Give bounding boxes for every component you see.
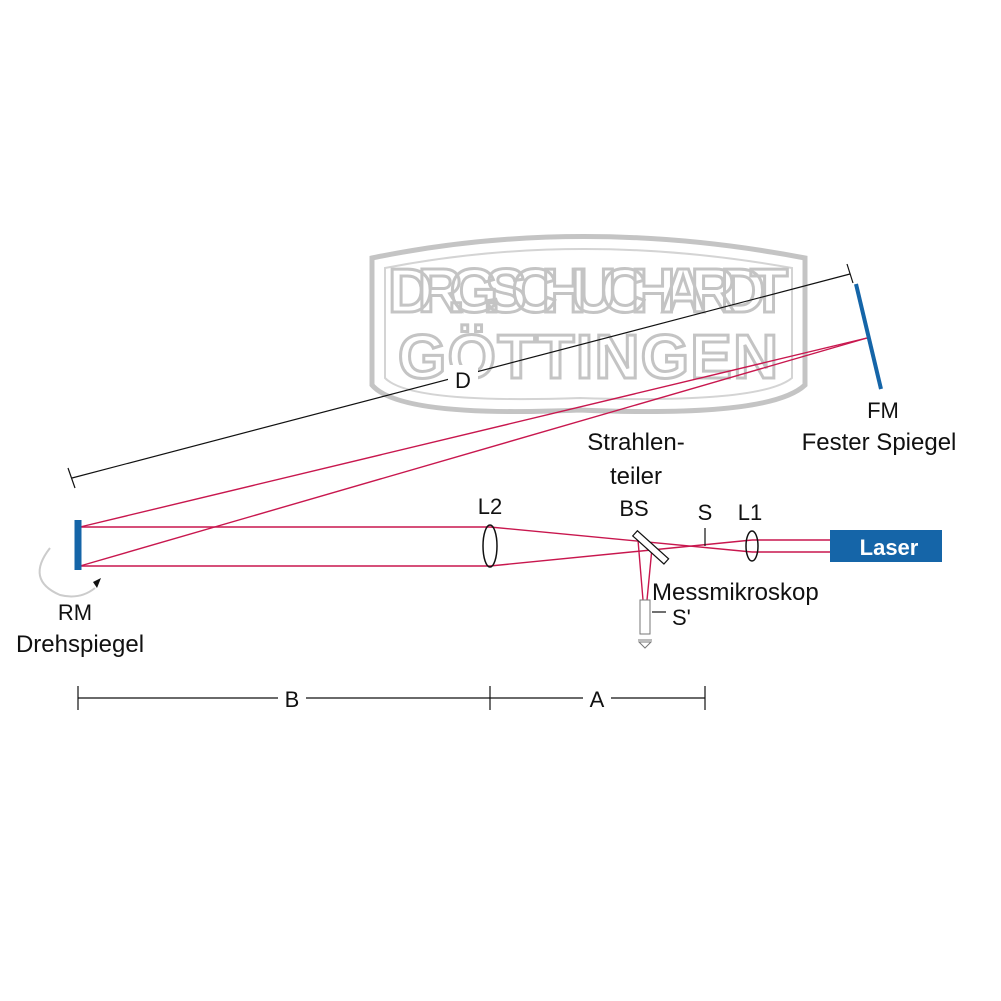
beam	[79, 337, 868, 567]
label-l1: L1	[738, 500, 762, 525]
beam	[79, 337, 868, 528]
label-bs-name-2: teiler	[610, 463, 662, 490]
watermark-frame-inner	[384, 248, 793, 401]
dimension-tick	[846, 263, 854, 284]
microscope	[639, 599, 651, 635]
label-bg	[583, 686, 611, 712]
label-bg	[278, 686, 306, 712]
watermark: DR.G.SCHUCHARDT GÖTTINGEN	[369, 234, 808, 415]
dimension-tick	[67, 467, 76, 489]
label-fm: FM	[867, 398, 899, 423]
label-rm-name: Drehspiegel	[16, 631, 144, 658]
beam-splitter	[631, 529, 670, 565]
watermark-frame	[369, 234, 808, 415]
label-d: D	[455, 368, 471, 393]
label-s-prime: S'	[672, 605, 691, 630]
label-microscope: Messmikroskop	[652, 579, 819, 606]
beam-microscope	[637, 539, 653, 601]
beam	[489, 539, 753, 567]
label-bg	[448, 365, 478, 393]
lens-l2	[482, 524, 498, 568]
laser-label: Laser	[860, 535, 919, 560]
label-b: B	[285, 687, 300, 712]
label-bs-name-1: Strahlen-	[587, 429, 684, 456]
rotation-arc	[38, 547, 96, 598]
label-rm: RM	[58, 600, 92, 625]
label-s: S	[698, 500, 713, 525]
label-l2: L2	[478, 494, 502, 519]
beam	[489, 526, 753, 553]
microscope-eyepiece	[637, 639, 653, 649]
label-bs: BS	[619, 496, 648, 521]
watermark-line1: DR.G.SCHUCHARDT	[388, 257, 788, 326]
rotation-arrow	[93, 578, 101, 588]
lens-l1	[745, 530, 759, 562]
laser	[830, 530, 942, 562]
label-a: A	[590, 687, 605, 712]
label-fm-name: Fester Spiegel	[802, 429, 957, 456]
fixed-mirror	[854, 283, 883, 390]
